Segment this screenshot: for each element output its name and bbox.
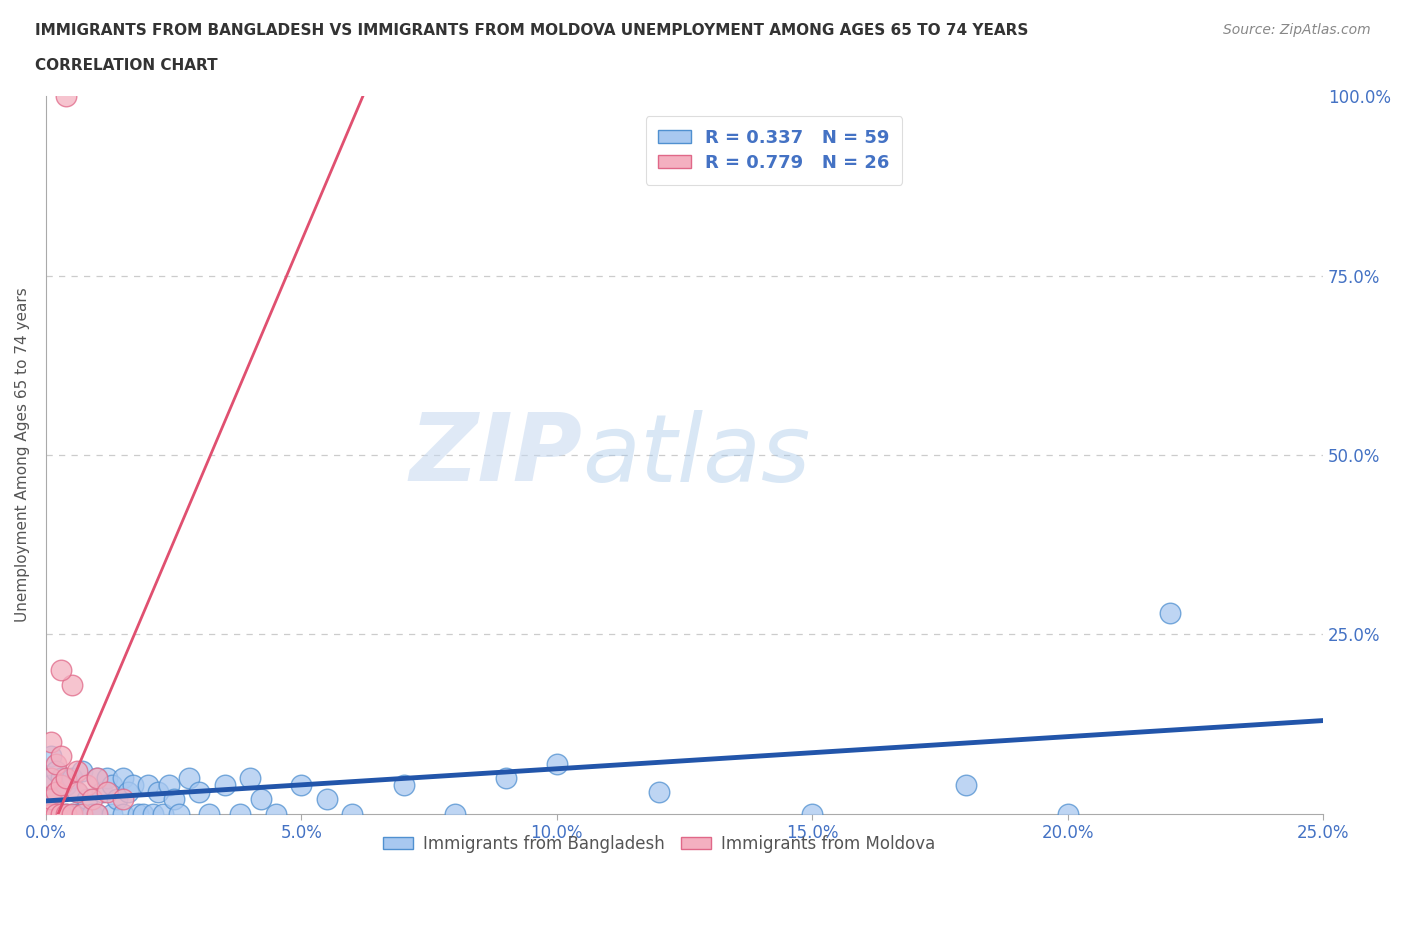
- Point: [80, 792, 103, 807]
- Point: [111, 771, 134, 786]
- Point: [152, 806, 174, 821]
- Point: [39, 749, 62, 764]
- Point: [198, 806, 221, 821]
- Point: [107, 792, 129, 807]
- Y-axis label: Unemployment Among Ages 65 to 74 years: Unemployment Among Ages 65 to 74 years: [15, 287, 30, 622]
- Point: [51, 806, 73, 821]
- Point: [316, 792, 339, 807]
- Point: [96, 785, 118, 800]
- Point: [70, 806, 93, 821]
- Point: [39, 806, 62, 821]
- Text: Source: ZipAtlas.com: Source: ZipAtlas.com: [1223, 23, 1371, 37]
- Point: [121, 777, 143, 792]
- Point: [80, 806, 103, 821]
- Point: [127, 806, 149, 821]
- Point: [39, 792, 62, 807]
- Point: [96, 771, 118, 786]
- Point: [51, 771, 73, 786]
- Text: atlas: atlas: [582, 409, 811, 500]
- Point: [51, 663, 73, 678]
- Point: [1056, 806, 1078, 821]
- Point: [214, 777, 236, 792]
- Point: [111, 792, 134, 807]
- Point: [101, 777, 124, 792]
- Point: [76, 777, 98, 792]
- Point: [117, 785, 139, 800]
- Point: [132, 806, 155, 821]
- Point: [86, 806, 108, 821]
- Point: [51, 777, 73, 792]
- Point: [45, 785, 67, 800]
- Point: [290, 777, 312, 792]
- Text: CORRELATION CHART: CORRELATION CHART: [35, 58, 218, 73]
- Point: [60, 677, 83, 692]
- Point: [229, 806, 252, 821]
- Point: [39, 771, 62, 786]
- Point: [39, 806, 62, 821]
- Point: [86, 806, 108, 821]
- Point: [70, 806, 93, 821]
- Point: [167, 806, 190, 821]
- Point: [65, 806, 87, 821]
- Point: [177, 771, 200, 786]
- Legend: Immigrants from Bangladesh, Immigrants from Moldova: Immigrants from Bangladesh, Immigrants f…: [375, 828, 942, 859]
- Point: [45, 806, 67, 821]
- Point: [801, 806, 824, 821]
- Point: [51, 806, 73, 821]
- Point: [648, 785, 671, 800]
- Point: [55, 777, 77, 792]
- Text: ZIP: ZIP: [409, 409, 582, 501]
- Point: [392, 777, 415, 792]
- Text: IMMIGRANTS FROM BANGLADESH VS IMMIGRANTS FROM MOLDOVA UNEMPLOYMENT AMONG AGES 65: IMMIGRANTS FROM BANGLADESH VS IMMIGRANTS…: [35, 23, 1029, 38]
- Point: [45, 764, 67, 778]
- Point: [45, 806, 67, 821]
- Point: [60, 771, 83, 786]
- Point: [342, 806, 364, 821]
- Point: [45, 785, 67, 800]
- Point: [70, 764, 93, 778]
- Point: [45, 756, 67, 771]
- Point: [39, 806, 62, 821]
- Point: [546, 756, 568, 771]
- Point: [55, 89, 77, 104]
- Point: [955, 777, 977, 792]
- Point: [76, 792, 98, 807]
- Point: [157, 777, 180, 792]
- Point: [188, 785, 211, 800]
- Point: [163, 792, 186, 807]
- Point: [39, 792, 62, 807]
- Point: [39, 777, 62, 792]
- Point: [86, 771, 108, 786]
- Point: [142, 806, 165, 821]
- Point: [55, 771, 77, 786]
- Point: [65, 785, 87, 800]
- Point: [1159, 605, 1181, 620]
- Point: [495, 771, 517, 786]
- Point: [86, 771, 108, 786]
- Point: [136, 777, 159, 792]
- Point: [249, 792, 271, 807]
- Point: [91, 785, 114, 800]
- Point: [111, 806, 134, 821]
- Point: [148, 785, 170, 800]
- Point: [239, 771, 262, 786]
- Point: [443, 806, 465, 821]
- Point: [101, 806, 124, 821]
- Point: [55, 806, 77, 821]
- Point: [264, 806, 287, 821]
- Point: [60, 806, 83, 821]
- Point: [65, 785, 87, 800]
- Point: [55, 806, 77, 821]
- Point: [60, 806, 83, 821]
- Point: [39, 735, 62, 750]
- Point: [51, 749, 73, 764]
- Point: [65, 764, 87, 778]
